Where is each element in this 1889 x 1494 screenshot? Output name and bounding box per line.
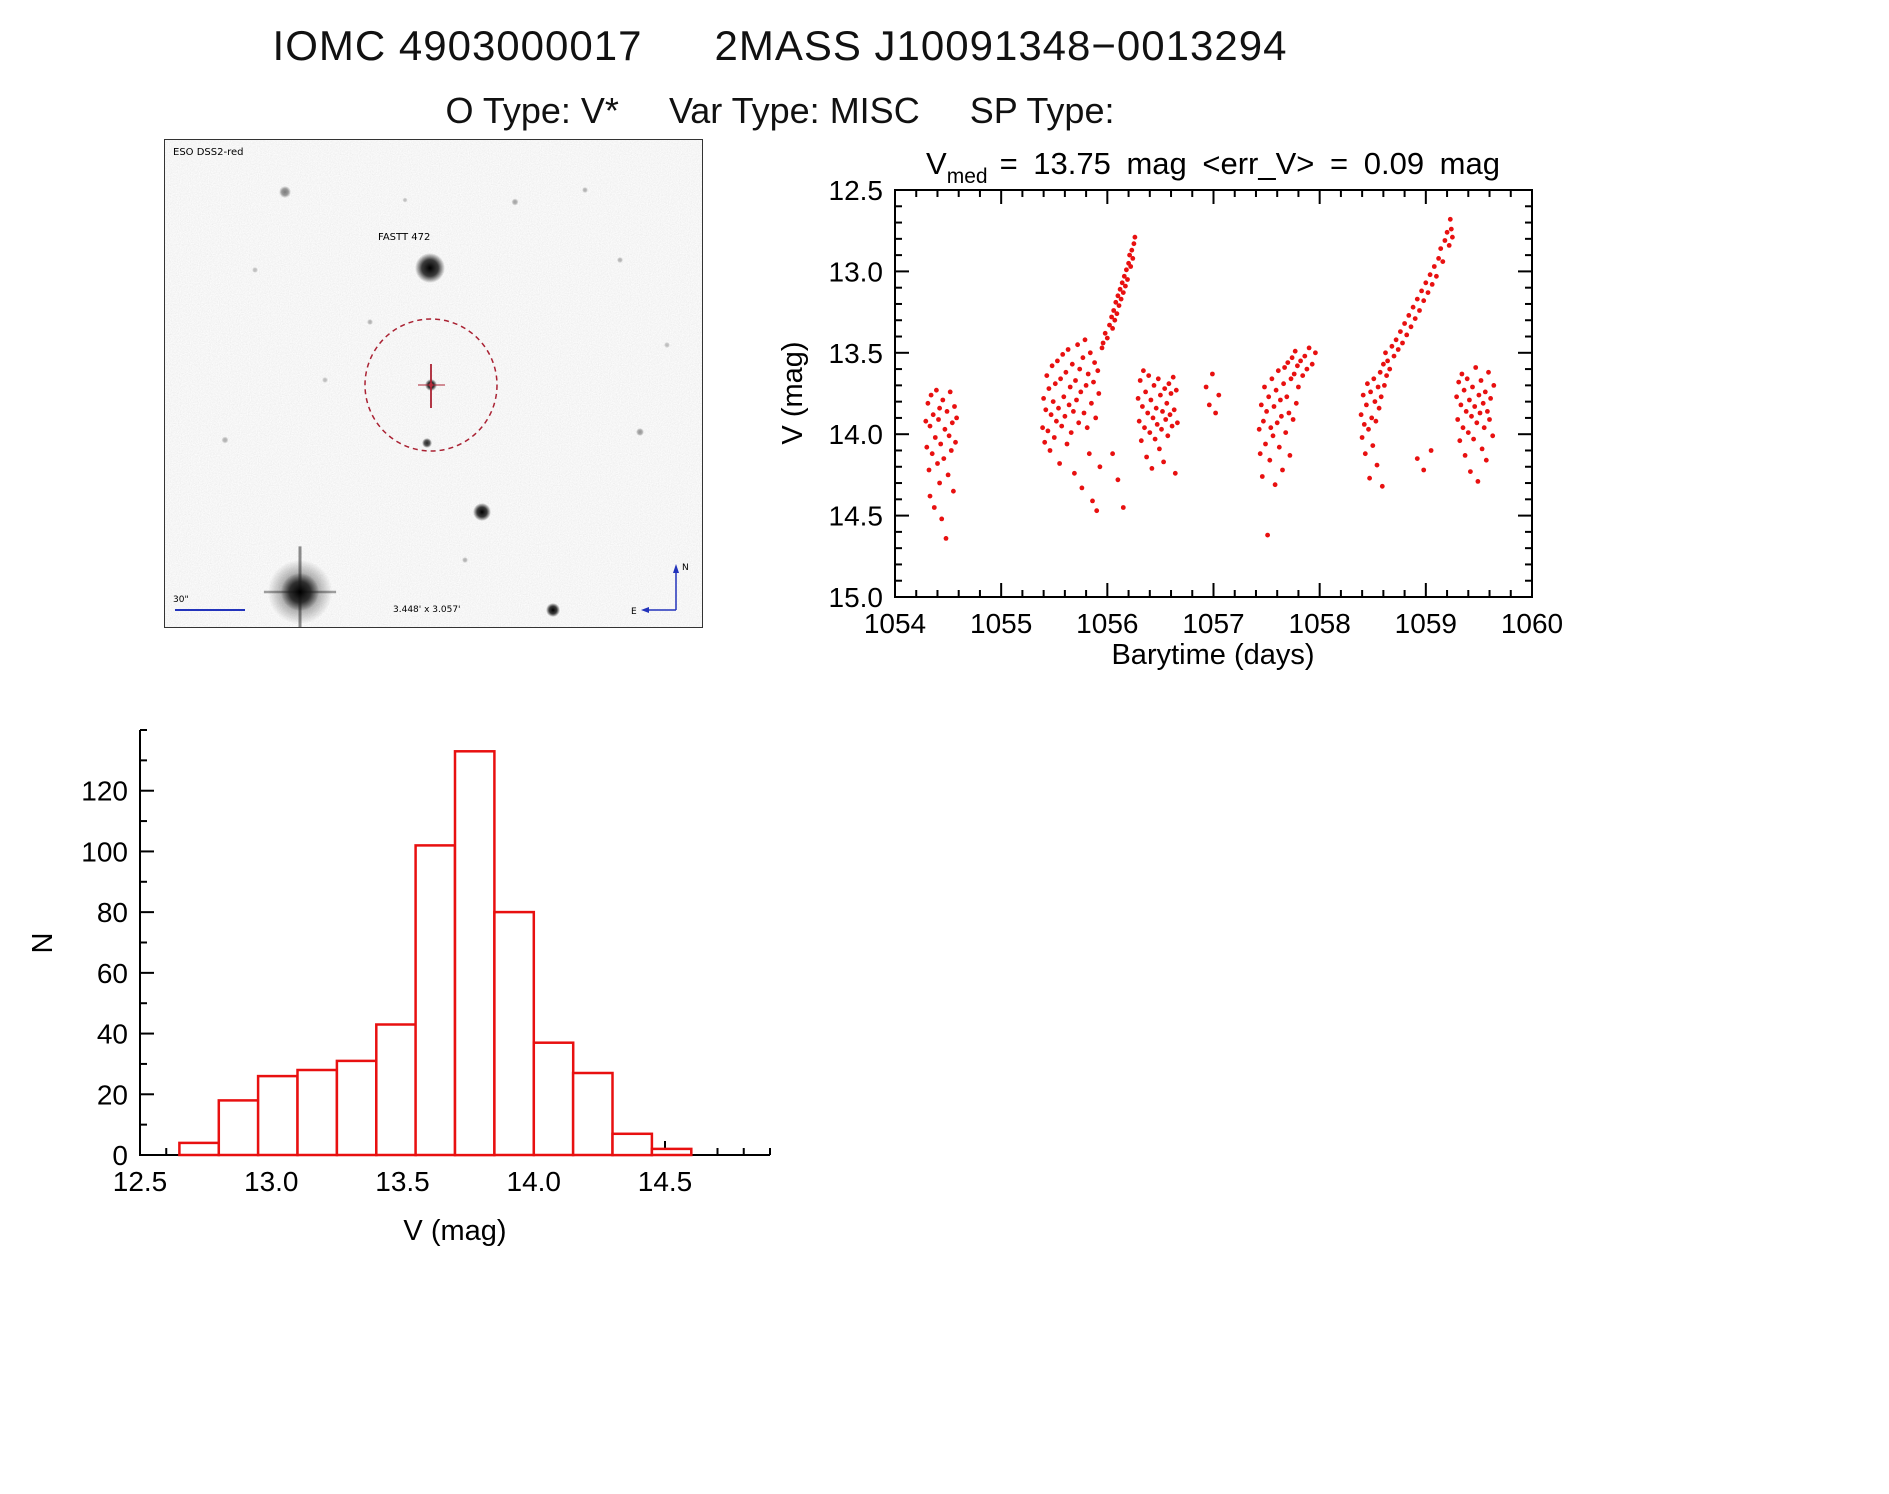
svg-text:14.0: 14.0 [507,1166,562,1197]
svg-text:1057: 1057 [1182,608,1244,639]
vmed-subscript: med [947,165,988,188]
histogram-plot: V (mag) N 12.5 13.0 13.5 14.0 14.50204060801… [27,729,771,1247]
histogram-tick-labels: 12.5 13.0 13.5 14.0 14.5 0 20 40 60 80 100 120 [81,776,692,1197]
object-type: O Type: V* [445,90,619,131]
page-title: IOMC 4903000017 2MASS J10091348−0013294 [0,22,1560,70]
svg-text:1054: 1054 [864,608,926,639]
lightcurve-plot: Vmed = 13.75 mag <err_V> = 0.09 mag Baryt… [777,146,1563,671]
svg-text:100: 100 [81,836,128,867]
svg-text:13.0: 13.0 [829,256,884,287]
star-field [221,186,670,627]
vmed-value: = 13.75 mag <err_V> = 0.09 mag [1000,146,1500,181]
svg-text:14.5: 14.5 [638,1166,693,1197]
scale-bar-label: 30" [173,595,189,605]
svg-text:60: 60 [97,958,128,989]
svg-text:12.5: 12.5 [113,1166,168,1197]
lightcurve-axes [894,189,1533,598]
svg-text:14.0: 14.0 [829,419,884,450]
svg-text:14.5: 14.5 [829,501,884,532]
target-marker [364,318,498,452]
compass-east-arrowhead [641,607,649,613]
lightcurve-xlabel: Barytime (days) [1111,639,1314,671]
compass-east-label: E [631,607,637,617]
lightcurve-title: Vmed = 13.75 mag <err_V> = 0.09 mag [926,146,1500,188]
svg-text:1055: 1055 [970,608,1032,639]
lightcurve-ylabel: V (mag) [777,341,809,444]
svg-text:80: 80 [97,897,128,928]
finding-chart: ESO DSS2-red FASTT 472 30" 3.448' x 3.05… [164,139,703,628]
svg-text:1058: 1058 [1289,608,1351,639]
svg-text:20: 20 [97,1079,128,1110]
compass: N E [631,563,689,617]
scale-bar: 30" [173,595,245,611]
histogram-xlabel: V (mag) [403,1215,506,1247]
histogram-bars [178,750,693,1157]
svg-text:1060: 1060 [1501,608,1563,639]
survey-label: ESO DSS2-red [173,147,243,158]
svg-text:40: 40 [97,1019,128,1050]
target-dot [428,382,434,388]
catalog-id: IOMC 4903000017 [272,22,643,69]
var-type: Var Type: MISC [668,90,920,131]
histogram-ylabel: N [27,933,59,954]
finding-chart-image: ESO DSS2-red FASTT 472 30" 3.448' x 3.05… [165,140,702,627]
svg-text:12.5: 12.5 [829,175,884,206]
fastt-label: FASTT 472 [378,232,430,243]
lightcurve-tick-labels: 1054 1055 1056 1057 1058 1059 1060 12.5 13.0 13.5… [829,175,1564,639]
lightcurve-points [923,216,1497,541]
svg-text:15.0: 15.0 [829,582,884,613]
fov-label: 3.448' x 3.057' [393,605,461,615]
svg-text:120: 120 [81,776,128,807]
svg-text:13.5: 13.5 [375,1166,430,1197]
cross-id: 2MASS J10091348−0013294 [714,22,1288,69]
page-subtitle: O Type: V* Var Type: MISC SP Type: [0,90,1560,132]
svg-text:13.5: 13.5 [829,338,884,369]
compass-north-arrowhead [673,564,679,573]
target-circle [364,318,498,452]
svg-text:13.0: 13.0 [244,1166,299,1197]
sp-type: SP Type: [969,90,1115,131]
compass-north-label: N [682,563,689,573]
svg-text:0: 0 [112,1140,128,1171]
svg-text:1059: 1059 [1395,608,1457,639]
vmed-symbol: V [926,146,947,181]
svg-text:1056: 1056 [1076,608,1138,639]
